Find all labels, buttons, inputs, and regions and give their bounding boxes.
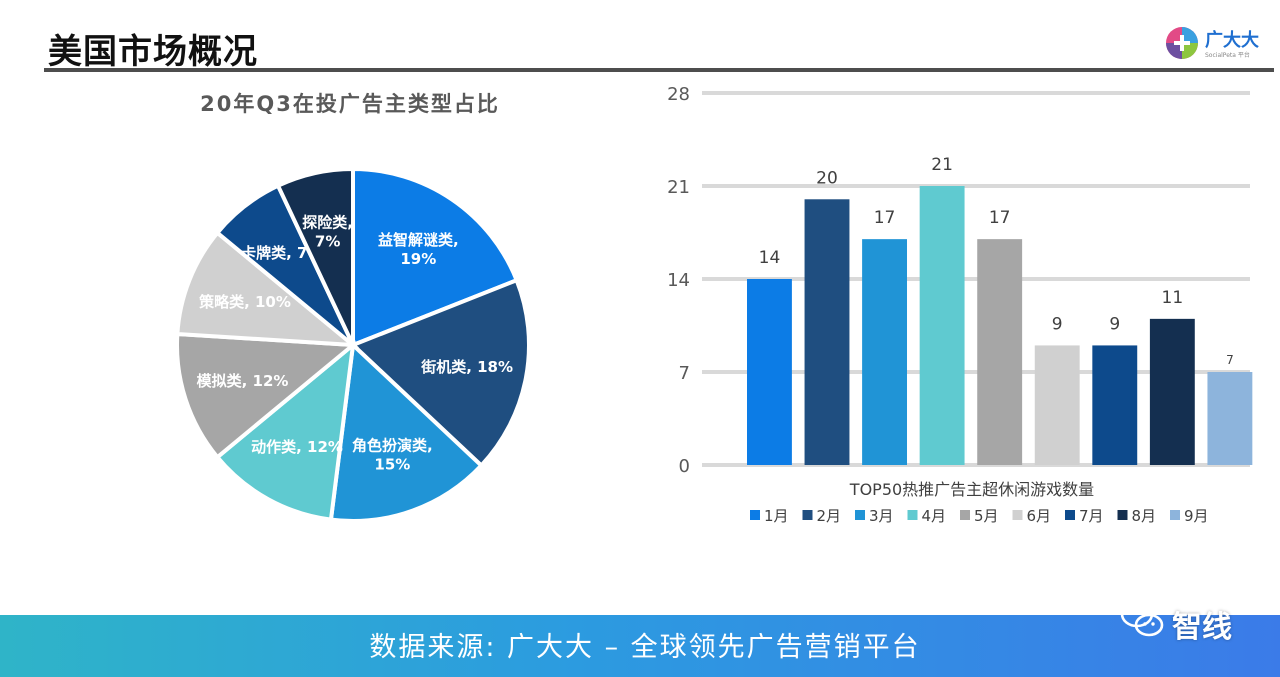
- pie-slice-label: 益智解谜类, 19%: [378, 231, 459, 268]
- bar: [1207, 372, 1253, 465]
- bar-value-label: 20: [816, 168, 838, 188]
- pie-slice: [328, 340, 485, 523]
- pie-slice: [351, 166, 520, 348]
- bar-value-label: 11: [1162, 288, 1184, 308]
- legend-label: 5月: [974, 507, 999, 525]
- logo-icon: [1166, 27, 1198, 59]
- page-title: 美国市场概况: [48, 32, 258, 72]
- bar: [919, 186, 965, 465]
- footer-band: [0, 615, 1280, 677]
- legend-label: 6月: [1027, 507, 1052, 525]
- legend-swatch: [1012, 510, 1023, 520]
- title-divider: [44, 68, 1274, 72]
- pie-slice: [175, 229, 360, 348]
- pie-slice: [275, 166, 355, 346]
- legend-swatch: [1065, 510, 1075, 520]
- footer-source: 数据来源: 广大大 – 全球领先广告营销平台: [369, 632, 921, 663]
- legend-swatch: [855, 510, 865, 520]
- bar-value-label: 9: [1109, 314, 1120, 334]
- bar-value-label: 14: [759, 248, 781, 268]
- legend-label: 2月: [817, 507, 842, 525]
- bar-chart: 0 7 14 21 28 14 20 17 21 17 9 9 11 7 TOP50热推广告主超休闲游戏数量…: [667, 84, 1253, 525]
- legend-label: 7月: [1079, 507, 1104, 525]
- brand-logo: 广大大 SocialPeta 平台: [1165, 24, 1275, 62]
- legend-label: 8月: [1132, 507, 1157, 525]
- bar-value-label: 17: [874, 208, 896, 228]
- pie-chart: 益智解谜类, 19% 街机类, 18% 角色扮演类, 15% 动作类, 12% 模拟类, 1…: [175, 166, 531, 523]
- bar: [1149, 318, 1195, 465]
- pie-slice-label: 动作类, 12%: [251, 438, 343, 456]
- logo-subtitle: SocialPeta 平台: [1205, 52, 1250, 59]
- bar: [862, 239, 908, 465]
- legend-swatch: [802, 510, 813, 520]
- bar-value-label: 17: [989, 208, 1011, 228]
- pie-slice-label: 策略类, 10%: [198, 293, 291, 311]
- logo-name: 广大大: [1205, 30, 1259, 51]
- bar: [804, 199, 850, 465]
- pie-slice: [175, 331, 359, 461]
- pie-slice-label: 探险类, 7%: [302, 214, 353, 251]
- pie-chart-title: 20年Q3在投广告主类型占比: [200, 92, 500, 116]
- legend-label: 3月: [869, 507, 894, 525]
- bar-value-label: 9: [1052, 314, 1063, 334]
- watermark-text: 智线: [1172, 610, 1232, 645]
- y-tick-label: 7: [679, 363, 690, 384]
- legend-swatch: [1170, 510, 1180, 520]
- y-tick-label: 14: [667, 270, 690, 291]
- legend-label: 1月: [764, 507, 789, 525]
- pie-slice: [349, 277, 531, 469]
- pie-slice-label: 角色扮演类, 15%: [352, 436, 433, 473]
- y-tick-label: 21: [667, 177, 690, 198]
- wechat-icon: [1120, 600, 1164, 637]
- bar: [977, 239, 1023, 465]
- y-tick-label: 28: [667, 84, 690, 105]
- bar-value-label: 21: [931, 155, 953, 175]
- pie-slice-label: 卡牌类, 7%: [241, 244, 322, 262]
- legend-swatch: [750, 510, 760, 520]
- bar-chart-title: TOP50热推广告主超休闲游戏数量: [849, 480, 1094, 499]
- bar: [1034, 345, 1080, 465]
- bar: [747, 279, 792, 465]
- pie-slice-label: 街机类, 18%: [420, 358, 513, 376]
- legend-swatch: [907, 510, 918, 520]
- bar-value-label: 7: [1226, 353, 1234, 367]
- pie-slice: [214, 340, 356, 522]
- legend-label: 4月: [922, 507, 947, 525]
- legend-swatch: [960, 510, 970, 520]
- pie-slice-label: 模拟类, 12%: [197, 372, 289, 390]
- bar: [1092, 345, 1138, 465]
- legend-swatch: [1117, 510, 1128, 520]
- legend-label: 9月: [1184, 507, 1209, 525]
- y-tick-label: 0: [679, 456, 690, 477]
